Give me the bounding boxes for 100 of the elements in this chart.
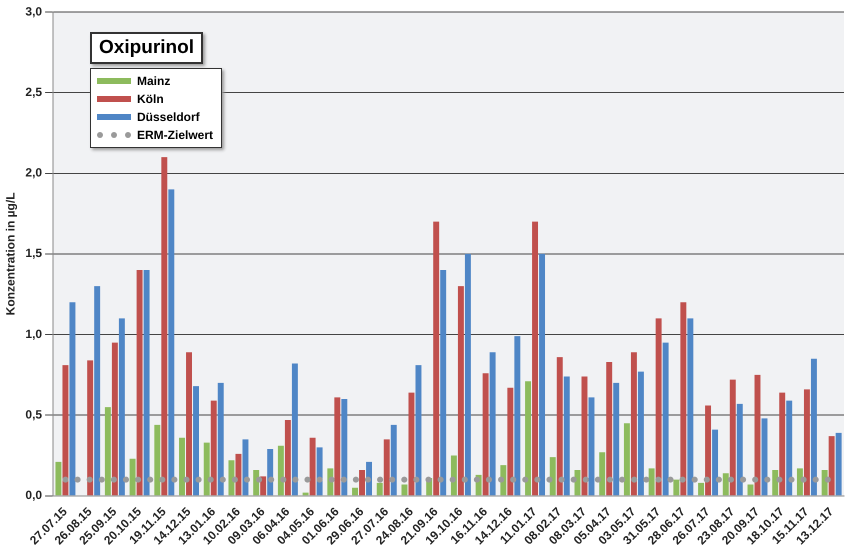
bar: [656, 318, 662, 496]
bar: [228, 460, 234, 496]
bar: [822, 470, 828, 496]
bar: [772, 470, 778, 496]
bar: [490, 352, 496, 496]
bar: [810, 358, 817, 496]
bar: [624, 423, 630, 496]
bar: [334, 397, 340, 496]
bar: [415, 365, 422, 496]
bar: [482, 373, 489, 496]
bar: [130, 458, 136, 496]
bar: [55, 462, 62, 496]
bar: [218, 382, 224, 496]
bar: [69, 302, 76, 496]
bar: [532, 222, 538, 496]
bar: [507, 388, 514, 496]
bar: [828, 436, 835, 496]
bar: [235, 454, 242, 496]
bar: [302, 492, 309, 496]
bar: [730, 380, 736, 496]
bar: [736, 404, 743, 496]
bar: [352, 488, 358, 496]
bar: [464, 254, 471, 496]
bar: [204, 442, 210, 496]
bar: [440, 270, 446, 496]
bar: [786, 400, 792, 496]
bar: [359, 470, 366, 496]
y-tick-label: 3,0: [25, 4, 42, 18]
bar: [514, 336, 520, 496]
bar: [673, 480, 680, 496]
bar: [136, 270, 143, 496]
bar: [341, 399, 348, 496]
bar: [278, 446, 284, 496]
y-tick-label: 1,5: [25, 246, 42, 260]
bar: [193, 386, 199, 496]
bar: [705, 405, 712, 496]
bar: [62, 365, 68, 496]
y-tick-label: 0,0: [25, 488, 42, 502]
bar: [836, 432, 842, 496]
bar: [804, 389, 810, 496]
y-tick-label: 1,0: [25, 326, 42, 341]
bar: [648, 468, 655, 496]
bar: [796, 468, 803, 496]
bar: [94, 286, 100, 496]
bar: [154, 424, 160, 496]
bar: [161, 157, 168, 496]
bar: [284, 420, 291, 496]
bar: [253, 470, 260, 496]
bar: [698, 482, 704, 496]
bar: [588, 397, 594, 496]
bar: [118, 318, 125, 496]
bar: [458, 286, 464, 496]
bar: [242, 439, 248, 496]
bar: [210, 400, 217, 496]
bar: [630, 352, 637, 496]
bar: [680, 302, 686, 496]
bar: [574, 470, 580, 496]
bar: [500, 465, 506, 496]
y-tick-label: 2,0: [25, 166, 42, 180]
bar: [754, 374, 760, 496]
bar: [87, 360, 94, 496]
bar: [401, 484, 408, 496]
bar: [104, 407, 111, 496]
bar: [556, 357, 563, 496]
legend-label: Köln: [137, 92, 164, 106]
bar: [525, 381, 532, 496]
bar: [310, 438, 316, 496]
bar: [186, 352, 192, 496]
y-axis-title: Konzentration in µg/L: [4, 192, 18, 316]
legend-label: ERM-Zielwert: [137, 128, 214, 142]
bar: [606, 362, 612, 496]
bar: [779, 392, 786, 496]
bar: [168, 189, 174, 496]
legend-label: Mainz: [137, 74, 170, 88]
bar: [267, 449, 274, 496]
bar: [662, 342, 669, 496]
bar: [539, 254, 546, 496]
bar: [433, 222, 440, 496]
bar: [599, 452, 606, 496]
bar: [722, 473, 729, 496]
text: Oxipurinol: [90, 32, 203, 64]
bar: [316, 447, 323, 496]
bar: [292, 364, 298, 496]
bar: [376, 482, 383, 496]
bar: [144, 270, 150, 496]
bar: [112, 342, 118, 496]
bar: [450, 455, 457, 496]
bar: [582, 376, 588, 496]
bar: [762, 418, 768, 496]
bar: [408, 392, 414, 496]
bar: [179, 438, 185, 496]
bar: [748, 484, 754, 496]
bar: [687, 318, 694, 496]
bar: [384, 439, 390, 496]
bar: [613, 382, 620, 496]
bar: [564, 376, 570, 496]
bar: [260, 476, 266, 496]
legend-label: Düsseldorf: [137, 110, 200, 124]
bar: [712, 430, 718, 496]
bar: [638, 372, 644, 496]
